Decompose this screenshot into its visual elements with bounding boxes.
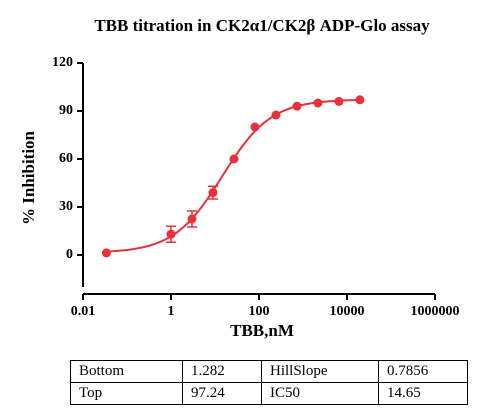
data-point <box>250 122 260 132</box>
y-tick-label: 120 <box>52 55 73 70</box>
data-point <box>166 229 176 239</box>
data-point <box>355 95 365 105</box>
y-axis-label: % Inhibition <box>19 130 38 225</box>
x-axis-label: TBB,nM <box>230 321 294 340</box>
chart: TBB titration in CK2α1/CK2β ADP-Glo assa… <box>19 16 460 340</box>
x-tick-label: 100 <box>249 304 270 319</box>
data-point <box>101 248 111 258</box>
fit-curve <box>106 98 360 253</box>
table-cell: Top <box>70 382 183 405</box>
y-tick-label: 0 <box>66 247 73 262</box>
y-tick-label: 60 <box>59 151 73 166</box>
data-point <box>292 101 302 111</box>
fit-table: Bottom 1.282 HillSlope 0.7856 Top 97.24 IC50 14… <box>70 360 468 405</box>
data-point <box>334 96 344 106</box>
data-point <box>208 188 218 198</box>
x-tick-label: 0.01 <box>71 304 96 319</box>
data-point <box>229 154 239 164</box>
table-cell: 97.24 <box>182 382 262 405</box>
table-cell: IC50 <box>261 382 379 405</box>
x-tick-label: 1 <box>168 304 175 319</box>
x-tick-label: 10000 <box>330 304 365 319</box>
data-point <box>313 98 323 108</box>
y-tick-label: 90 <box>59 103 73 118</box>
fit-table-body: Bottom 1.282 HillSlope 0.7856 Top 97.24 IC50 14… <box>70 360 468 405</box>
data-point <box>271 110 281 120</box>
table-cell: 1.282 <box>182 360 262 383</box>
data-point <box>187 214 197 224</box>
y-tick-label: 30 <box>59 199 73 214</box>
table-cell: 14.65 <box>378 382 468 405</box>
table-cell: 0.7856 <box>378 360 468 383</box>
table-cell: Bottom <box>70 360 183 383</box>
chart-title: TBB titration in CK2α1/CK2β ADP-Glo assa… <box>94 16 430 35</box>
table-row: Bottom 1.282 HillSlope 0.7856 <box>70 360 468 383</box>
x-tick-label: 1000000 <box>411 304 460 319</box>
table-cell: HillSlope <box>261 360 379 383</box>
table-row: Top 97.24 IC50 14.65 <box>70 382 468 405</box>
